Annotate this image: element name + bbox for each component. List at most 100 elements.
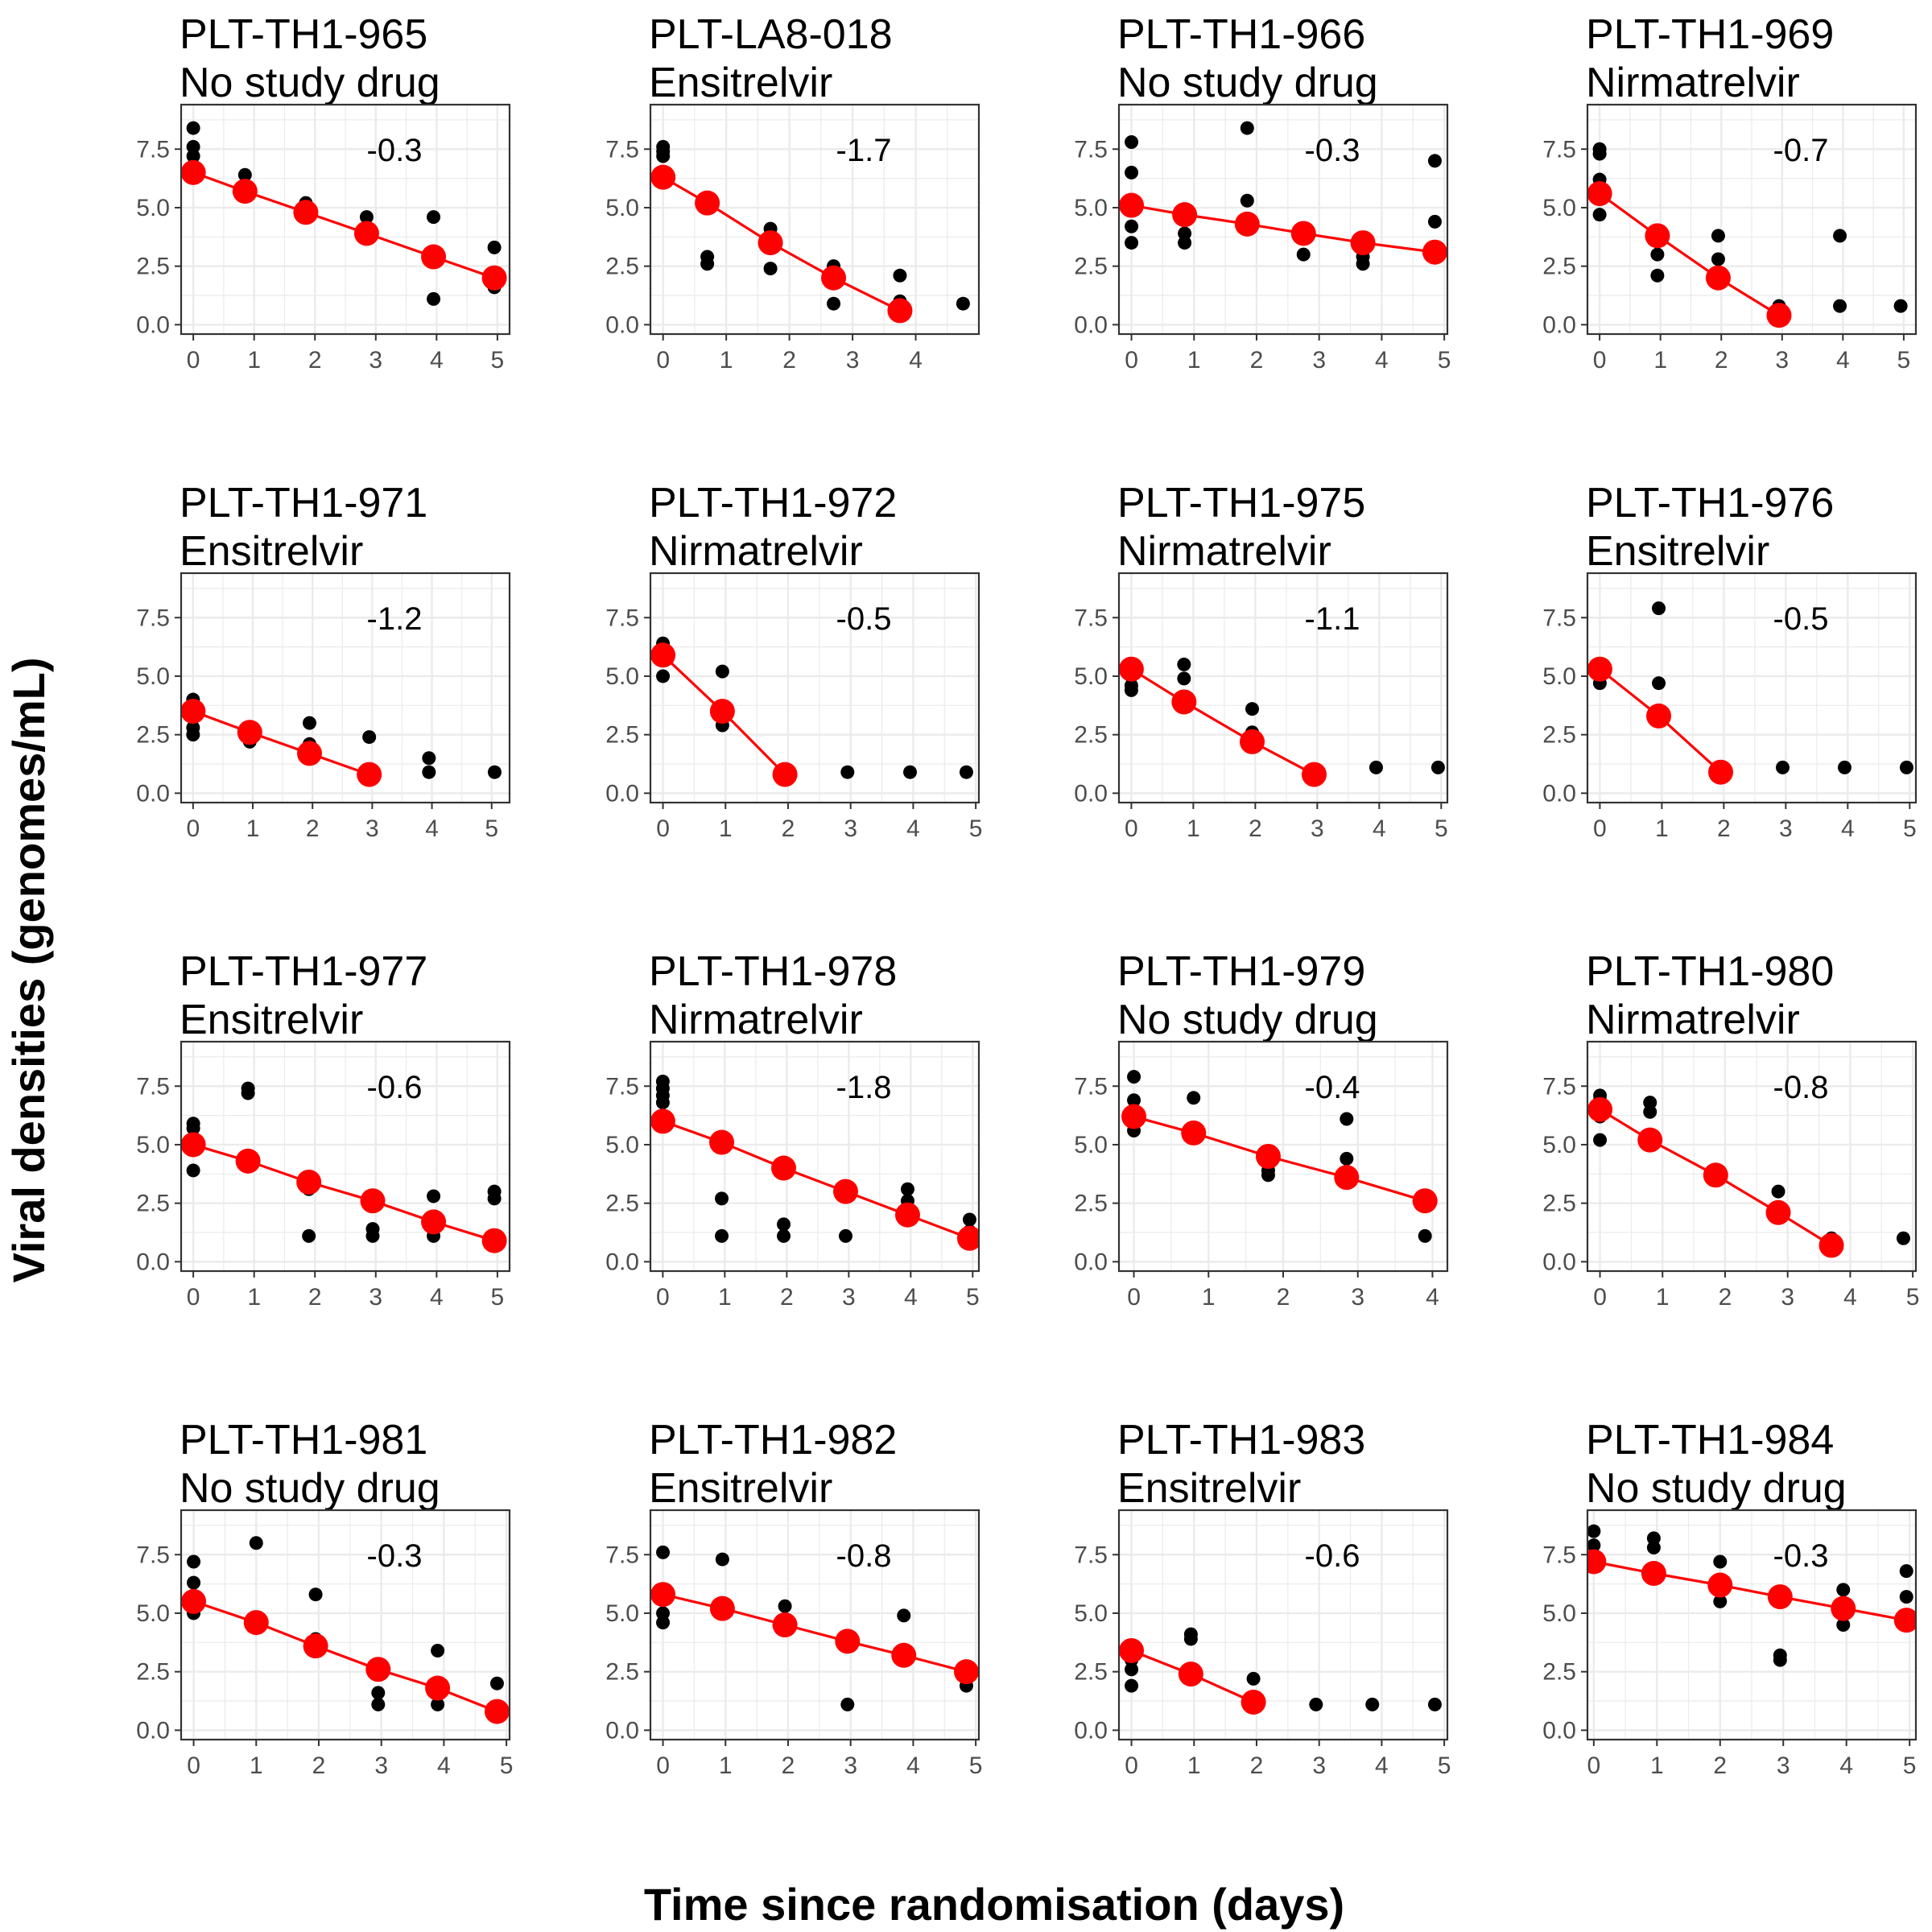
observed-point bbox=[1650, 268, 1665, 283]
y-tick-label: 2.5 bbox=[1074, 722, 1108, 749]
panel-title-arm: Ensitrelvir bbox=[1117, 1465, 1301, 1512]
observed-point bbox=[1240, 193, 1254, 208]
fitted-point bbox=[650, 642, 676, 668]
fitted-point bbox=[303, 1633, 328, 1659]
panel-border bbox=[180, 1509, 511, 1741]
observed-point bbox=[1124, 683, 1138, 697]
panel-title-id: PLT-TH1-979 bbox=[1117, 948, 1365, 995]
fitted-point bbox=[425, 1675, 451, 1701]
plot-area: -0.3 bbox=[181, 1536, 510, 1724]
panel-background bbox=[1119, 105, 1447, 334]
fitted-point bbox=[421, 244, 447, 270]
observed-point bbox=[1365, 1697, 1380, 1711]
x-tick-label: 4 bbox=[1836, 347, 1850, 374]
panel-title-id: PLT-TH1-980 bbox=[1586, 948, 1834, 995]
y-tick-label: 0.0 bbox=[1074, 780, 1108, 807]
panel-border bbox=[180, 1040, 511, 1273]
panel-title-id: PLT-TH1-975 bbox=[1117, 480, 1365, 526]
y-tick-label: 5.0 bbox=[136, 195, 170, 221]
observed-point bbox=[956, 296, 970, 311]
x-tick-label: 1 bbox=[719, 1752, 733, 1779]
observed-point bbox=[1893, 299, 1908, 313]
observed-point bbox=[715, 1552, 729, 1567]
observed-point bbox=[237, 167, 252, 182]
fitted-point bbox=[1350, 230, 1376, 256]
x-tick-label: 1 bbox=[720, 347, 733, 374]
observed-point bbox=[1183, 1632, 1198, 1646]
x-tick-label: 3 bbox=[1781, 1284, 1794, 1311]
x-tick-label: 5 bbox=[1906, 1284, 1920, 1311]
y-tick-label: 7.5 bbox=[605, 605, 639, 631]
observed-point bbox=[1713, 1554, 1728, 1569]
observed-point bbox=[1650, 247, 1665, 262]
fitted-point bbox=[360, 1188, 386, 1214]
y-tick-label: 5.0 bbox=[605, 1132, 639, 1158]
fitted-point bbox=[1178, 1662, 1203, 1687]
observed-point bbox=[1592, 208, 1607, 222]
observed-point bbox=[1340, 1151, 1354, 1166]
observed-point bbox=[1646, 1531, 1661, 1546]
observed-point bbox=[897, 1608, 911, 1623]
slope-annotation: -0.7 bbox=[1773, 133, 1829, 168]
observed-point bbox=[1125, 165, 1139, 180]
observed-point bbox=[427, 1189, 441, 1203]
x-tick-label: 3 bbox=[1775, 347, 1789, 374]
observed-point bbox=[1340, 1112, 1354, 1126]
fitted-point bbox=[237, 720, 262, 745]
panel-background bbox=[650, 105, 979, 334]
x-tick-label: 2 bbox=[782, 1752, 795, 1779]
observed-point bbox=[903, 765, 918, 779]
plot-area: -0.5 bbox=[1587, 601, 1913, 785]
fitted-point bbox=[1181, 1120, 1207, 1146]
y-tick-label: 5.0 bbox=[136, 663, 170, 690]
fitted-point bbox=[650, 1582, 676, 1608]
fitted-point bbox=[771, 1155, 797, 1181]
x-tick-label: 1 bbox=[247, 347, 261, 374]
observed-point bbox=[1711, 229, 1725, 243]
panel-background bbox=[181, 573, 510, 803]
x-tick-label: 0 bbox=[1127, 1284, 1141, 1311]
y-tick-label: 2.5 bbox=[1542, 254, 1576, 280]
observed-point bbox=[489, 1676, 504, 1690]
x-tick-label: 5 bbox=[491, 1284, 505, 1311]
plot-area: -1.7 bbox=[650, 133, 970, 324]
slope-annotation: -1.8 bbox=[836, 1070, 892, 1105]
observed-point bbox=[655, 1096, 670, 1110]
observed-point bbox=[715, 664, 729, 679]
y-tick-label: 5.0 bbox=[1542, 1132, 1576, 1158]
observed-point bbox=[1427, 154, 1442, 168]
x-tick-label: 3 bbox=[374, 1752, 388, 1779]
panel-border bbox=[1586, 103, 1918, 336]
fitted-point bbox=[243, 1610, 269, 1636]
y-tick-label: 2.5 bbox=[1542, 1191, 1576, 1217]
plot-area: -0.4 bbox=[1121, 1070, 1438, 1243]
observed-point bbox=[1125, 219, 1139, 233]
fitted-point bbox=[1171, 689, 1197, 715]
y-tick-label: 0.0 bbox=[1074, 1717, 1108, 1744]
observed-point bbox=[187, 1575, 201, 1590]
fitted-line bbox=[1599, 192, 1780, 317]
observed-point bbox=[1899, 760, 1913, 774]
observed-point bbox=[715, 1228, 729, 1243]
plot-area: -0.8 bbox=[1587, 1070, 1910, 1258]
x-tick-label: 0 bbox=[187, 1752, 200, 1779]
panel-background bbox=[650, 1042, 979, 1271]
fitted-point bbox=[1119, 192, 1145, 218]
panel-background bbox=[1119, 1510, 1447, 1740]
panel-border bbox=[1117, 572, 1449, 804]
x-tick-label: 1 bbox=[1655, 815, 1669, 842]
x-tick-label: 3 bbox=[1779, 815, 1793, 842]
observed-point bbox=[249, 1536, 263, 1550]
x-tick-label: 2 bbox=[306, 815, 320, 842]
slope-annotation: -0.8 bbox=[836, 1538, 892, 1574]
fitted-point bbox=[709, 1129, 735, 1155]
observed-point bbox=[1833, 229, 1847, 243]
panel-title-id: PLT-TH1-977 bbox=[180, 948, 427, 995]
y-tick-label: 7.5 bbox=[136, 1542, 170, 1568]
slope-annotation: -0.4 bbox=[1305, 1070, 1360, 1105]
